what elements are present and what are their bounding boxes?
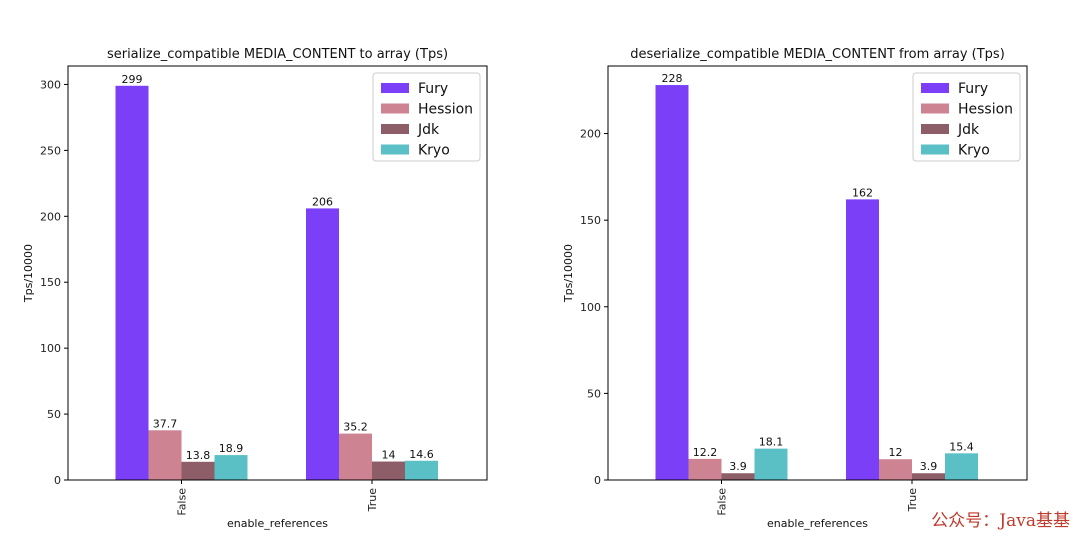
legend-box xyxy=(372,72,481,162)
legend-label-hession: Hession xyxy=(418,102,473,118)
chart-title: serialize_compatible MEDIA_CONTENT to ar… xyxy=(107,47,448,62)
data-label: 37.7 xyxy=(153,417,178,430)
y-tick-label: 100 xyxy=(40,342,61,355)
legend-swatch-hession xyxy=(921,103,949,114)
x-axis-label: enable_references xyxy=(227,517,328,530)
y-tick-label: 250 xyxy=(40,144,61,157)
legend-label-jdk: Jdk xyxy=(957,122,980,138)
plot-frame xyxy=(67,65,488,481)
bar-fury-false xyxy=(655,85,689,481)
bar-hession-true xyxy=(879,459,912,480)
data-label: 12.2 xyxy=(693,446,718,459)
x-tick-label: True xyxy=(366,488,379,513)
y-tick-label: 200 xyxy=(40,210,61,223)
x-axis-label: enable_references xyxy=(767,517,868,530)
legend-swatch-jdk xyxy=(921,124,949,134)
chart-title: deserialize_compatible MEDIA_CONTENT fro… xyxy=(630,47,1005,62)
legend-label-kryo: Kryo xyxy=(418,143,450,159)
data-label: 228 xyxy=(662,72,683,85)
y-tick-label: 150 xyxy=(580,214,601,227)
y-axis-label: Tps/10000 xyxy=(562,244,575,303)
legend-swatch-fury xyxy=(921,83,949,93)
y-tick-label: 50 xyxy=(587,387,601,400)
data-label: 18.1 xyxy=(759,436,784,449)
data-label: 3.9 xyxy=(920,460,938,473)
bar-hession-false xyxy=(688,458,722,480)
data-label: 3.9 xyxy=(729,460,747,473)
legend-swatch-kryo xyxy=(921,144,949,155)
legend-label-hession: Hession xyxy=(958,102,1013,118)
y-tick-label: 0 xyxy=(594,474,601,487)
bar-hession-true xyxy=(339,433,372,480)
bar-jdk-true xyxy=(912,473,945,480)
bar-fury-true xyxy=(306,208,339,480)
legend-label-jdk: Jdk xyxy=(417,122,440,138)
legend-swatch-fury xyxy=(381,83,409,93)
bar-jdk-false xyxy=(181,461,215,480)
legend-label-fury: Fury xyxy=(958,81,988,97)
bar-fury-true xyxy=(846,199,879,481)
y-axis-label: Tps/10000 xyxy=(22,244,35,303)
bar-hession-false xyxy=(148,430,182,480)
data-label: 14 xyxy=(382,449,396,462)
data-label: 35.2 xyxy=(343,421,368,434)
y-tick-label: 0 xyxy=(54,474,61,487)
x-tick-label: False xyxy=(176,488,189,516)
y-tick-label: 50 xyxy=(47,408,61,421)
y-tick-label: 300 xyxy=(40,78,61,91)
data-label: 12 xyxy=(889,446,903,459)
legend-box xyxy=(912,72,1021,162)
data-label: 14.6 xyxy=(409,448,434,461)
data-label: 18.9 xyxy=(219,442,244,455)
data-label: 13.8 xyxy=(186,449,211,462)
legend-swatch-kryo xyxy=(381,144,409,155)
bar-fury-false xyxy=(115,85,149,480)
x-tick-label: False xyxy=(716,488,729,516)
bar-kryo-true xyxy=(945,453,978,480)
bar-kryo-true xyxy=(405,460,438,480)
y-tick-label: 100 xyxy=(580,301,601,314)
bar-kryo-false xyxy=(214,455,248,480)
plot-frame xyxy=(607,65,1028,481)
legend-label-kryo: Kryo xyxy=(958,143,990,159)
y-tick-label: 200 xyxy=(580,128,601,141)
legend-label-fury: Fury xyxy=(418,81,448,97)
bar-kryo-false xyxy=(754,448,788,480)
data-label: 206 xyxy=(312,195,333,208)
data-label: 299 xyxy=(122,73,143,86)
data-label: 162 xyxy=(852,186,873,199)
x-tick-label: True xyxy=(906,488,919,513)
legend-swatch-jdk xyxy=(381,124,409,134)
legend-swatch-hession xyxy=(381,103,409,114)
y-tick-label: 150 xyxy=(40,276,61,289)
bar-jdk-false xyxy=(721,473,755,480)
watermark-text: 公众号：Java基基 xyxy=(931,511,1070,531)
bar-jdk-true xyxy=(372,461,405,480)
data-label: 15.4 xyxy=(949,440,974,453)
